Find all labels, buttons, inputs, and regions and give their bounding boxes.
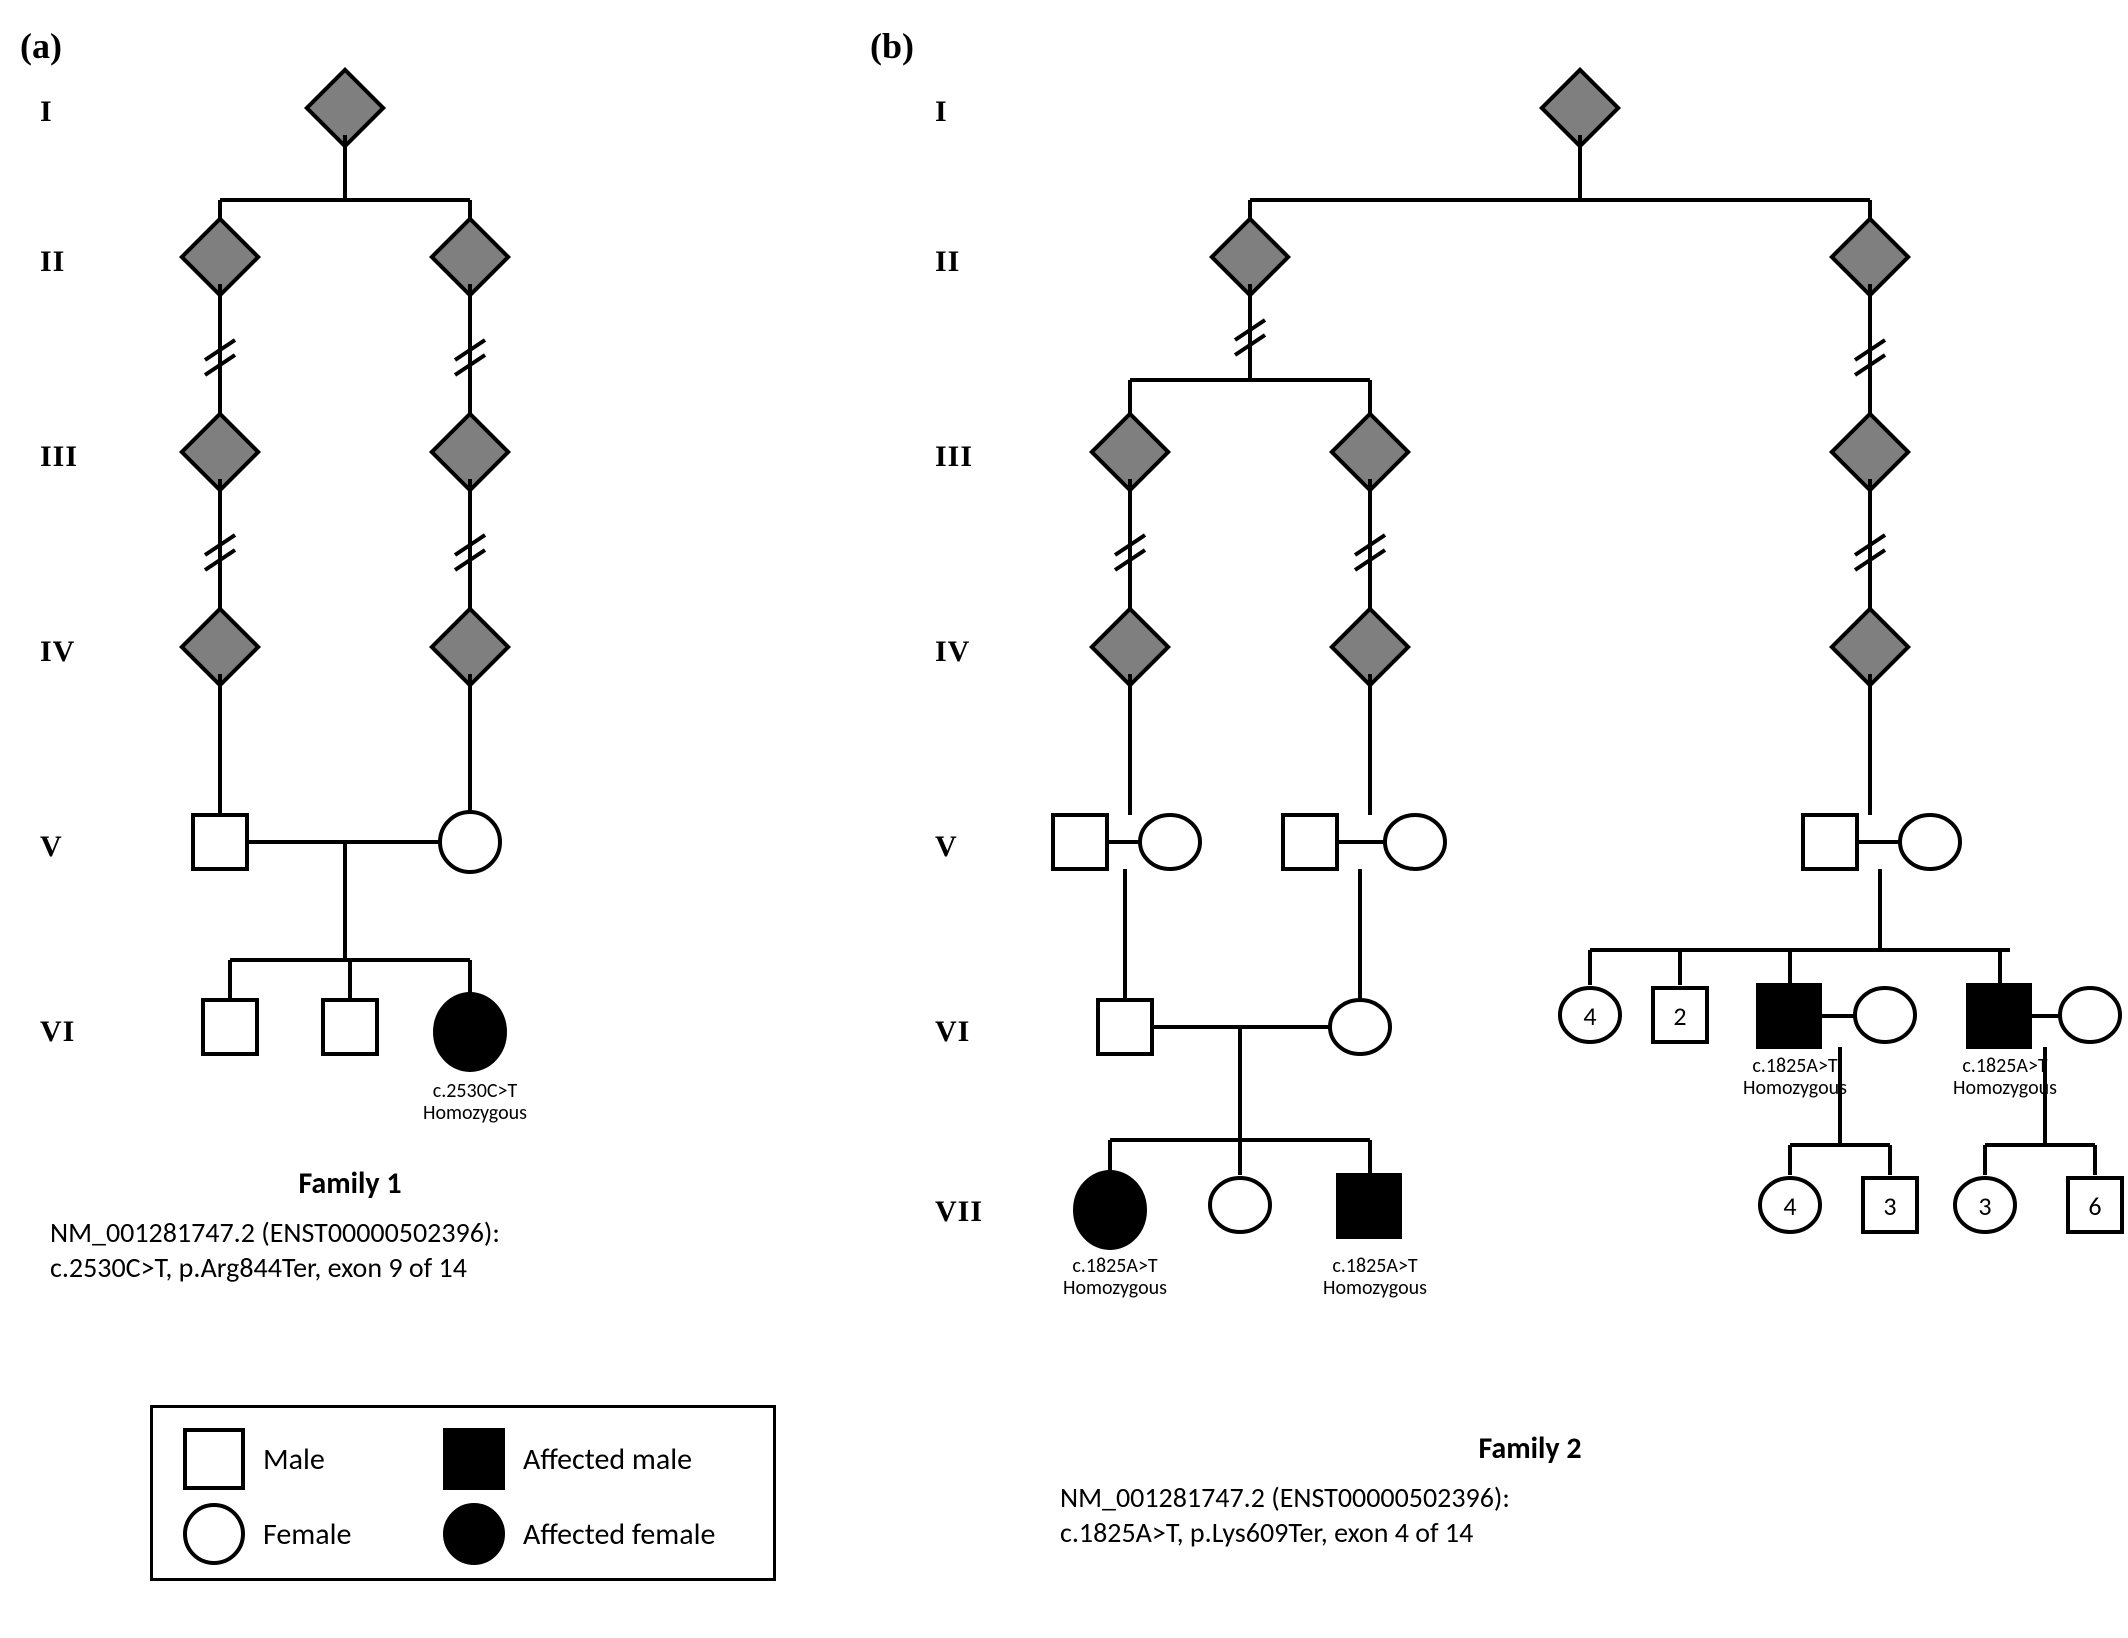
f2-gen-II: II (935, 245, 960, 279)
f2-V-A-female (1140, 815, 1200, 869)
legend-affected-male: Affected male (443, 1428, 692, 1490)
legend-male: Male (183, 1428, 325, 1490)
f2-gen-IV: IV (935, 635, 970, 669)
f2-IV-2 (1332, 609, 1408, 685)
f2-VII-1-affected-female (1075, 1172, 1145, 1248)
f1-VI-3-genotype: c.2530C>T Homozygous (400, 1080, 550, 1124)
f2-VII-R3-count: 3 (1971, 1190, 1999, 1222)
family1-caption: NM_001281747.2 (ENST00000502396): c.2530… (50, 1215, 690, 1285)
f2-VII-R1-count: 4 (1776, 1190, 1804, 1222)
f2-gen-VII: VII (935, 1195, 983, 1229)
f2-VI-L-male (1098, 1000, 1152, 1054)
pedigree-svg (0, 0, 2128, 1638)
family2-caption: NM_001281747.2 (ENST00000502396): c.1825… (1060, 1480, 1760, 1550)
male-square-icon (183, 1428, 245, 1490)
f2-VI-R3-spouse (1855, 988, 1915, 1042)
f2-gen-VI: VI (935, 1015, 970, 1049)
affected-male-square-icon (443, 1428, 505, 1490)
f2-gen-I: I (935, 95, 948, 129)
figure-canvas: (a) (b) (0, 0, 2128, 1638)
family1-title: Family 1 (240, 1165, 460, 1202)
f1-I-1 (307, 70, 383, 146)
f1-IV-2 (432, 609, 508, 685)
legend-male-label: Male (263, 1441, 325, 1478)
family2-title: Family 2 (1420, 1430, 1640, 1467)
f2-gen-III: III (935, 440, 973, 474)
f2-III-2 (1332, 414, 1408, 490)
f2-V-B-female (1385, 815, 1445, 869)
f1-V-2-circle (440, 812, 500, 872)
f2-VI-R3-affected-male (1758, 985, 1820, 1047)
f2-VI-L-female (1330, 1000, 1390, 1054)
f2-VII-R4-count: 6 (2081, 1190, 2109, 1222)
legend-affected-female-label: Affected female (523, 1516, 715, 1553)
f2-I-1 (1542, 70, 1618, 146)
legend-female-label: Female (263, 1516, 351, 1553)
f2-V-C-male (1803, 815, 1857, 869)
f2-VI-R4-affected-male (1968, 985, 2030, 1047)
legend-female: Female (183, 1503, 351, 1565)
f1-VI-3-affected-female (435, 994, 505, 1070)
f2-VI-R3-genotype: c.1825A>T Homozygous (1720, 1055, 1870, 1099)
legend-affected-male-label: Affected male (523, 1441, 692, 1478)
f1-V-1-square (193, 815, 247, 869)
f2-IV-3 (1832, 609, 1908, 685)
f2-VII-R2-count: 3 (1876, 1190, 1904, 1222)
f1-II-2 (432, 219, 508, 295)
f2-gen-V: V (935, 830, 958, 864)
f1-III-1 (182, 414, 258, 490)
f2-VI-R1-count: 4 (1576, 1000, 1604, 1032)
f1-gen-V: V (40, 830, 63, 864)
f2-VI-R4-spouse (2060, 988, 2120, 1042)
f2-IV-1 (1092, 609, 1168, 685)
female-circle-icon (183, 1503, 245, 1565)
f2-VI-R2-count: 2 (1666, 1000, 1694, 1032)
f2-III-1 (1092, 414, 1168, 490)
f2-V-B-male (1283, 815, 1337, 869)
f1-gen-IV: IV (40, 635, 75, 669)
f2-VII-2-female (1210, 1178, 1270, 1232)
f1-VI-2-square (323, 1000, 377, 1054)
family1-group (182, 70, 508, 1070)
f2-V-C-female (1900, 815, 1960, 869)
f1-gen-III: III (40, 440, 78, 474)
f1-gen-II: II (40, 245, 65, 279)
f2-V-A-male (1053, 815, 1107, 869)
f2-VII-3-affected-male (1338, 1175, 1400, 1237)
f2-II-1 (1212, 219, 1288, 295)
f1-VI-1-square (203, 1000, 257, 1054)
legend-affected-female: Affected female (443, 1503, 715, 1565)
legend-box: Male Female Affected male Affected femal… (150, 1405, 776, 1581)
f1-II-1 (182, 219, 258, 295)
f2-II-2 (1832, 219, 1908, 295)
f2-VII-1-genotype: c.1825A>T Homozygous (1040, 1255, 1190, 1299)
f2-VI-R4-genotype: c.1825A>T Homozygous (1930, 1055, 2080, 1099)
affected-female-circle-icon (443, 1503, 505, 1565)
f1-III-2 (432, 414, 508, 490)
f2-III-3 (1832, 414, 1908, 490)
f1-gen-I: I (40, 95, 53, 129)
f1-IV-1 (182, 609, 258, 685)
f1-gen-VI: VI (40, 1015, 75, 1049)
f2-VII-3-genotype: c.1825A>T Homozygous (1300, 1255, 1450, 1299)
